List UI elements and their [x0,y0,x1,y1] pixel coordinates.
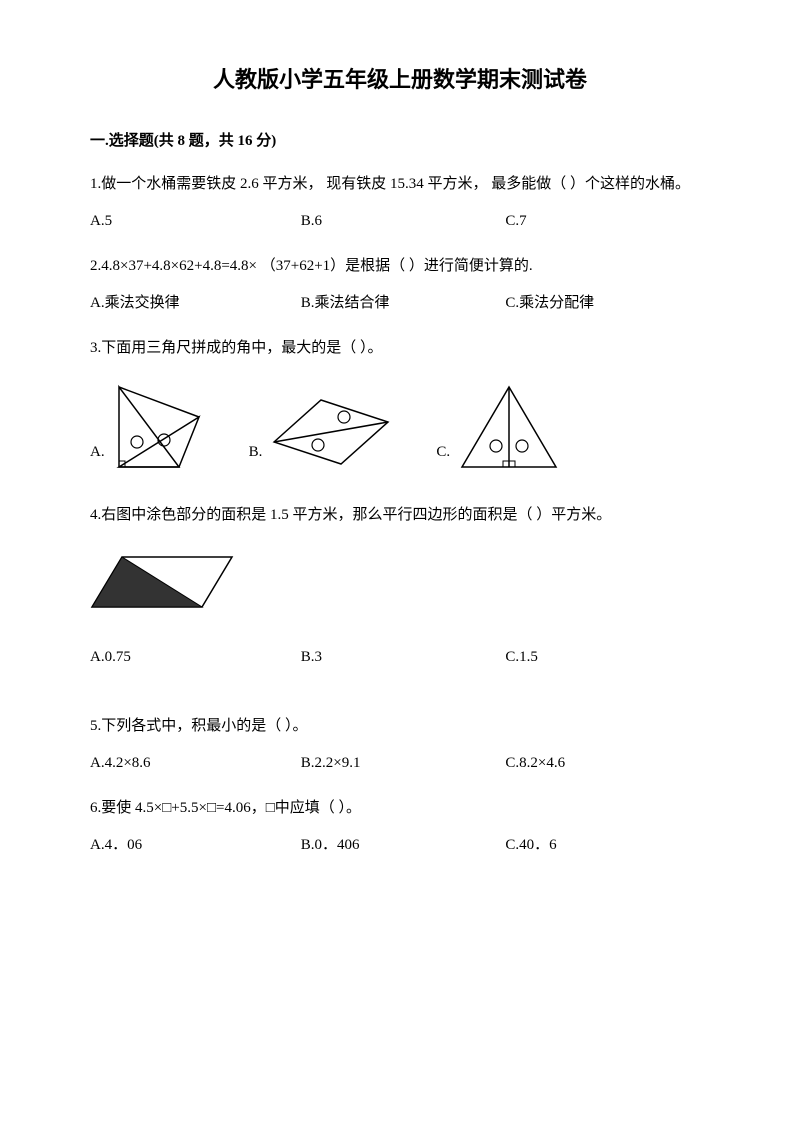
option-c: C.8.2×4.6 [505,750,710,777]
option-b: B.3 [301,644,506,671]
question-text: 6.要使 4.5×□+5.5×□=4.06，□中应填（ ）。 [90,795,710,822]
question-text: 2.4.8×37+4.8×62+4.8=4.8× （37+62+1）是根据（ ）… [90,253,710,280]
question-text: 4.右图中涂色部分的面积是 1.5 平方米，那么平行四边形的面积是（ ）平方米。 [90,502,710,529]
parallelogram-figure [90,549,710,614]
figure-option-a: A. [90,382,209,472]
figure-options: A. B. [90,382,710,472]
option-a: A.5 [90,208,301,235]
option-label: B. [249,439,263,466]
option-c: C.乘法分配律 [505,290,710,317]
section-header: 一.选择题(共 8 题，共 16 分) [90,128,710,155]
question-4: 4.右图中涂色部分的面积是 1.5 平方米，那么平行四边形的面积是（ ）平方米。… [90,502,710,671]
triangle-set-b-icon [266,392,396,472]
triangle-set-c-icon [454,382,564,472]
question-2: 2.4.8×37+4.8×62+4.8=4.8× （37+62+1）是根据（ ）… [90,253,710,317]
options: A.5 B.6 C.7 [90,208,710,235]
options: A.0.75 B.3 C.1.5 [90,644,710,671]
page-title: 人教版小学五年级上册数学期末测试卷 [90,60,710,100]
triangle-set-a-icon [109,382,209,472]
figure-option-c: C. [436,382,564,472]
question-text: 5.下列各式中，积最小的是（ ）。 [90,713,710,740]
parallelogram-icon [90,549,240,614]
question-5: 5.下列各式中，积最小的是（ ）。 A.4.2×8.6 B.2.2×9.1 C.… [90,713,710,777]
options: A.4.2×8.6 B.2.2×9.1 C.8.2×4.6 [90,750,710,777]
question-1: 1.做一个水桶需要铁皮 2.6 平方米， 现有铁皮 15.34 平方米， 最多能… [90,171,710,235]
options: A.乘法交换律 B.乘法结合律 C.乘法分配律 [90,290,710,317]
options: A.4．06 B.0．406 C.40．6 [90,832,710,859]
option-a: A.4.2×8.6 [90,750,301,777]
option-a: A.0.75 [90,644,301,671]
question-text: 1.做一个水桶需要铁皮 2.6 平方米， 现有铁皮 15.34 平方米， 最多能… [90,171,710,198]
option-label: C. [436,439,450,466]
option-a: A.乘法交换律 [90,290,301,317]
figure-option-b: B. [249,392,397,472]
option-b: B.0．406 [301,832,506,859]
option-b: B.6 [301,208,506,235]
option-b: B.2.2×9.1 [301,750,506,777]
option-c: C.40．6 [505,832,710,859]
question-3: 3.下面用三角尺拼成的角中，最大的是（ ）。 A. B. [90,335,710,472]
option-c: C.7 [505,208,710,235]
option-label: A. [90,439,105,466]
option-a: A.4．06 [90,832,301,859]
question-6: 6.要使 4.5×□+5.5×□=4.06，□中应填（ ）。 A.4．06 B.… [90,795,710,859]
option-b: B.乘法结合律 [301,290,506,317]
option-c: C.1.5 [505,644,710,671]
question-text: 3.下面用三角尺拼成的角中，最大的是（ ）。 [90,335,710,362]
